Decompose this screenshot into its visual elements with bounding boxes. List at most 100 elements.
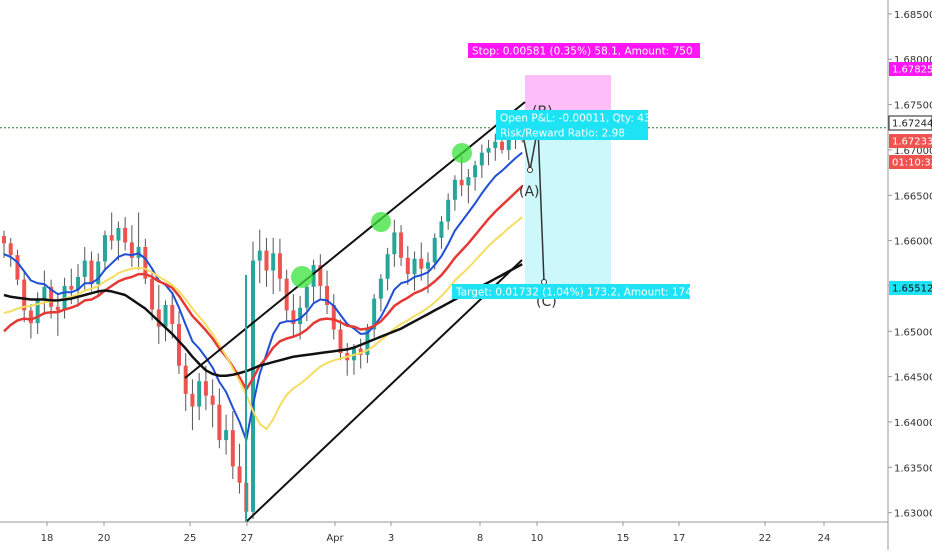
ema-slow-line (3, 216, 523, 431)
abc-wave-path (519, 120, 545, 283)
candle (190, 379, 195, 431)
open-pnl-label-box (496, 110, 648, 125)
x-tick-label: 27 (241, 533, 254, 544)
candle-body (8, 243, 13, 256)
candle (143, 238, 148, 285)
candle (304, 284, 309, 322)
ma-long-line (3, 263, 523, 377)
ema-mid-line (3, 185, 524, 391)
y-tick-label: 1.66000 (894, 237, 932, 248)
x-tick-label: 20 (98, 533, 111, 544)
candle (372, 294, 377, 338)
candle (210, 379, 215, 428)
candle-body (15, 255, 20, 280)
candle (8, 237, 13, 267)
candle (183, 353, 188, 412)
candle-body (176, 324, 181, 366)
candle-body (378, 278, 383, 299)
price-tag-label: 1.67233 (892, 137, 932, 148)
candle-body (311, 265, 316, 287)
y-tick-label: 1.64500 (894, 373, 932, 384)
wave-point (541, 279, 547, 285)
pivot-marker (371, 212, 391, 232)
y-tick-label: 1.66500 (894, 191, 932, 202)
pivot-marker (291, 266, 313, 288)
candle-body (298, 307, 303, 325)
candle-body (237, 466, 242, 483)
candle-body (183, 365, 188, 394)
candle (237, 443, 242, 494)
candle-body (28, 310, 33, 324)
candle (170, 294, 175, 339)
candle-body (331, 304, 336, 330)
candle (89, 251, 94, 292)
candle-body (264, 250, 269, 271)
candle-body (372, 298, 377, 330)
y-tick-label: 1.67500 (894, 101, 932, 112)
candle (102, 230, 107, 272)
candle (42, 270, 47, 315)
y-tick-label: 1.68500 (894, 10, 932, 21)
candle-body (96, 261, 101, 285)
target-zone[interactable] (525, 127, 611, 285)
candle (318, 254, 323, 300)
candle-body (277, 253, 282, 279)
x-tick-label: 10 (531, 533, 544, 544)
candle-body (116, 227, 121, 241)
position-labels: Stop: 0.00581 (0.35%) 58.1, Amount: 750 O… (452, 43, 716, 299)
wave-point (527, 167, 533, 173)
candle-body (479, 152, 484, 166)
x-tick-label: 25 (184, 533, 197, 544)
price-tag (889, 155, 932, 169)
indicator-lines (3, 151, 524, 442)
candle-body (76, 276, 81, 290)
candle-body (500, 141, 505, 150)
candle (277, 238, 282, 292)
price-tags: 1.67825 1.67244 1.67233 01:10:33 1.65512 (888, 62, 932, 295)
candle-body (446, 199, 451, 222)
candle (197, 372, 202, 421)
candle (109, 212, 114, 250)
candle (129, 225, 134, 267)
candle (224, 414, 229, 455)
x-tick-label: 8 (477, 533, 483, 544)
candle-body (217, 404, 222, 441)
candle-body (439, 221, 444, 238)
candle-body (69, 285, 74, 290)
candle-body (338, 329, 343, 354)
candle-body (251, 260, 256, 512)
price-tag-label: 01:10:33 (892, 158, 932, 169)
candle (291, 294, 296, 336)
candle (271, 237, 276, 295)
candle-body (82, 260, 87, 277)
stop-label: Stop: 0.00581 (0.35%) 58.1, Amount: 750 (472, 46, 693, 58)
candle (22, 272, 27, 323)
open-pnl-label: Open P&L: -0.00011, Qty: 43029 (500, 113, 671, 125)
candle (378, 274, 383, 312)
y-tick-label: 1.64000 (894, 418, 932, 429)
price-tag-label: 1.67244 (892, 119, 932, 130)
candle (446, 193, 451, 230)
candle-body (143, 246, 148, 279)
candle-body (318, 265, 323, 286)
candle (96, 253, 101, 297)
candle-body (210, 395, 215, 405)
candle-body (224, 430, 229, 441)
y-tick-label: 1.63500 (894, 463, 932, 474)
candle (493, 133, 498, 161)
candle (331, 294, 336, 340)
candle-body (392, 232, 397, 255)
risk-reward-label: Risk/Reward Ratio: 2.98 (500, 128, 625, 140)
candle (452, 175, 457, 211)
candle-body (473, 165, 478, 178)
channel-lower-line[interactable] (245, 259, 523, 523)
x-tick-label: 24 (818, 533, 831, 544)
candle-body (291, 310, 296, 325)
candle (257, 229, 262, 284)
candle (203, 365, 208, 411)
price-tag (889, 134, 932, 148)
y-tick-label: 1.67000 (894, 146, 932, 157)
candle (28, 304, 33, 339)
